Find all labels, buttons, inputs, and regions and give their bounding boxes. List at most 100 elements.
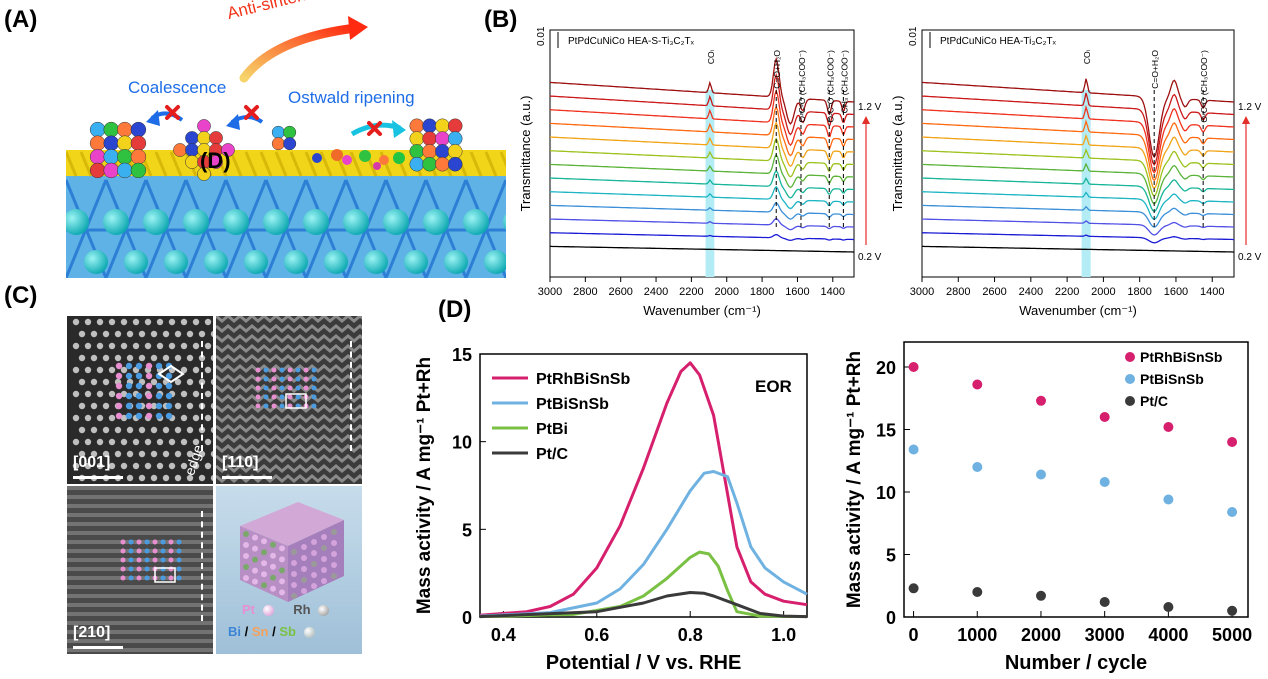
potential-bottom-label: 0.2 V xyxy=(858,252,882,263)
x-tick-label: 1600 xyxy=(1164,286,1188,298)
x-tick-label: 2400 xyxy=(644,286,668,298)
plot-frame xyxy=(549,29,855,278)
model-legend-row2: Bi / Sn / Sb xyxy=(228,624,315,639)
scale-bar-label: 0.01 xyxy=(908,26,919,46)
co-highlight-band xyxy=(705,90,715,277)
spectrum-series xyxy=(550,245,854,253)
x-tick-label: 2200 xyxy=(1055,286,1079,298)
x-axis-label: Number / cycle xyxy=(1005,652,1147,674)
data-point xyxy=(1036,590,1046,601)
legend-marker xyxy=(1125,374,1135,384)
x-tick-label: 1800 xyxy=(750,286,774,298)
x-tick-label: 2000 xyxy=(715,286,739,298)
coalescence-label: Coalescence xyxy=(128,78,227,97)
band-label: O-C-O (CH₃COO⁻) xyxy=(825,50,835,123)
legend-separator: / xyxy=(244,624,249,639)
x-tick-label: 1400 xyxy=(821,286,845,298)
x-tick-label: 1400 xyxy=(1200,286,1224,298)
legend-separator: / xyxy=(272,624,276,639)
y-tick-label: 10 xyxy=(876,483,896,503)
x-tick-label: 1800 xyxy=(1127,286,1151,298)
spectrum-series xyxy=(549,105,855,157)
y-tick-label: 15 xyxy=(452,345,472,365)
data-point xyxy=(1163,422,1174,432)
series-line xyxy=(479,361,808,617)
spectrum-series xyxy=(922,133,1235,190)
legend-sb-label: Sb xyxy=(279,624,296,639)
spectrum-series xyxy=(921,92,1235,166)
legend-marker xyxy=(1125,396,1135,406)
x-tick-label: 1000 xyxy=(957,625,997,645)
micrograph-label-210: [210] xyxy=(73,624,111,641)
data-point xyxy=(1227,605,1238,616)
spectrum-series xyxy=(549,232,854,241)
legend-pt-label: Pt xyxy=(242,602,255,617)
y-tick-label: 15 xyxy=(876,421,896,441)
model-legend-row1: Pt Rh xyxy=(242,602,330,617)
data-point xyxy=(1099,477,1110,487)
scale-bar xyxy=(73,646,123,649)
band-label: COₗ xyxy=(1082,49,1092,64)
series-line xyxy=(479,591,808,619)
legend-label: PtRhBiSnSb xyxy=(1140,349,1222,365)
y-tick-label: 10 xyxy=(452,433,472,453)
spectrum-series xyxy=(921,78,1235,159)
bsb-atom-icon xyxy=(303,627,315,639)
x-tick-label: 1600 xyxy=(785,286,809,298)
panel-label-a: (A) xyxy=(4,6,38,33)
band-label: C=O+H₂O xyxy=(1150,50,1160,89)
band-label: O-C-O (CH₃COO⁻) xyxy=(797,50,807,123)
y-axis-label: Transmittance (a.u.) xyxy=(890,96,905,212)
x-tick-label: 1.0 xyxy=(771,625,796,645)
micrograph-210: [210] xyxy=(67,486,213,654)
rh-atom-icon xyxy=(318,605,330,617)
x-tick-label: 0 xyxy=(909,625,919,645)
y-tick-label: 20 xyxy=(876,358,896,378)
co-highlight-band xyxy=(1081,90,1091,277)
ftir-chart-s-ti3c2tx: 3000 2800 2600 2400 2200 2000 1800 1600 1400 Wave… xyxy=(518,26,882,318)
spectrum-series xyxy=(922,218,1234,236)
spectrum-series xyxy=(549,185,854,210)
potential-top-label: 1.2 V xyxy=(858,102,882,113)
spectrum-series xyxy=(921,232,1234,244)
ostwald-ripening-label: Ostwald ripening xyxy=(288,88,415,107)
spectrum-series xyxy=(922,176,1235,213)
band-label: COₗ xyxy=(706,49,716,64)
x-tick-label: 0.4 xyxy=(491,625,516,645)
band-label: O-C-O (CH₃COO⁻) xyxy=(1199,50,1209,123)
legend-label: Pt/C xyxy=(536,446,568,463)
x-tick-label: 2200 xyxy=(679,286,703,298)
spectrum-series xyxy=(922,204,1234,228)
legend-sn-label: Sn xyxy=(251,624,269,639)
spectrum-series xyxy=(921,162,1235,205)
plot-frame xyxy=(903,341,1249,618)
y-tick-label: 5 xyxy=(886,546,896,566)
micrograph-label-110: [110] xyxy=(222,454,259,471)
y-tick-label: 5 xyxy=(462,520,472,540)
x-tick-label: 3000 xyxy=(910,286,934,298)
data-point xyxy=(908,583,919,594)
x-tick-label: 4000 xyxy=(1148,625,1188,645)
potential-arrow-head xyxy=(1242,116,1250,124)
eor-annotation: EOR xyxy=(755,377,792,396)
data-point xyxy=(1036,395,1046,406)
potential-arrow-head xyxy=(862,116,870,124)
micrograph-001: [001] edge xyxy=(67,316,213,484)
data-point xyxy=(1227,507,1238,517)
legend-label: PtBiSnSb xyxy=(1140,371,1204,387)
band-label: CH₃ (CH₃COO⁻) xyxy=(839,50,849,114)
plot-frame xyxy=(921,29,1235,278)
x-tick-label: 0.8 xyxy=(678,625,703,645)
legend-label: PtBiSnSb xyxy=(536,396,609,413)
overlay-label: (D) xyxy=(200,148,231,173)
spectrum-series xyxy=(550,217,854,231)
x-tick-label: 5000 xyxy=(1212,625,1252,645)
micrograph-label-001: [001] xyxy=(73,454,111,471)
potential-top-label: 1.2 V xyxy=(1238,102,1262,113)
legend-label: PtRhBiSnSb xyxy=(536,371,630,388)
legend-label: PtBi xyxy=(536,421,568,438)
legend-label: Pt/C xyxy=(1140,393,1168,409)
panel-label-d: (D) xyxy=(438,296,472,323)
x-tick-label: 3000 xyxy=(1085,625,1125,645)
band-label: C=O+H₂O xyxy=(772,50,782,89)
